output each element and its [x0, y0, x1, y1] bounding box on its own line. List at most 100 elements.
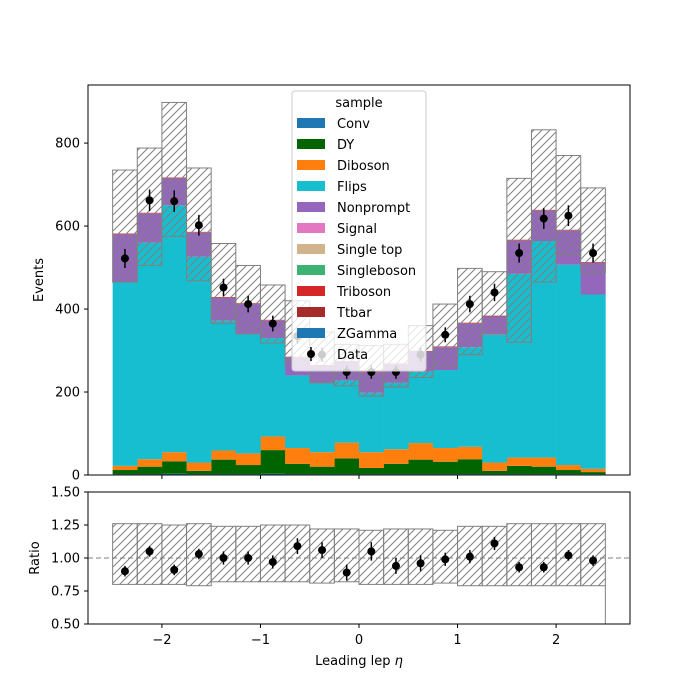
bar	[408, 459, 434, 475]
legend-swatch	[297, 118, 325, 128]
legend-swatch	[297, 328, 325, 338]
bar	[260, 436, 286, 451]
ratio-point	[293, 542, 302, 551]
bar	[285, 448, 311, 464]
legend-label: Signal	[337, 222, 377, 237]
legend-label: Diboson	[337, 159, 390, 174]
bar	[309, 452, 335, 467]
bar	[260, 338, 286, 437]
x-axis-label: Leading lep η	[315, 654, 403, 669]
ratio-point	[367, 547, 376, 556]
ratio-point	[441, 555, 450, 564]
legend-title: sample	[335, 96, 382, 111]
ratio-uncertainty-band	[112, 523, 606, 624]
x-tick-label: 0	[355, 633, 363, 648]
data-point	[120, 254, 129, 263]
legend-entry: Conv	[297, 117, 370, 132]
ratio-point	[515, 563, 524, 572]
legend-swatch	[297, 223, 325, 233]
legend-label: Ttbar	[336, 306, 372, 321]
ratio-y-tick-label: 1.25	[51, 519, 80, 534]
bar	[383, 382, 409, 450]
y-tick-label: 600	[55, 220, 80, 235]
bar	[334, 458, 360, 475]
bar	[309, 466, 335, 475]
ratio-uncertainty-bin	[506, 523, 532, 587]
bar	[580, 468, 606, 473]
bar	[432, 461, 458, 475]
bar	[482, 334, 508, 463]
ratio-panel: 0.50 0.75 1.00 1.25 1.50 −2 −1 0 1 2 Ratio Leadi…	[28, 486, 631, 669]
data-point	[244, 300, 253, 309]
legend-swatch	[297, 202, 325, 212]
data-point	[564, 211, 573, 220]
legend-marker	[307, 350, 315, 358]
uncertainty-bin	[161, 101, 188, 237]
bar	[211, 450, 237, 460]
bar	[457, 459, 483, 475]
y-tick-label: 800	[55, 137, 80, 152]
bar	[161, 452, 187, 462]
main-x-ticks	[161, 475, 557, 479]
uncertainty-bin	[530, 129, 557, 283]
data-point	[268, 319, 277, 328]
legend-entry: Ttbar	[297, 306, 372, 321]
data-point	[515, 249, 524, 258]
bar	[359, 467, 384, 475]
bar	[531, 457, 557, 467]
bar	[235, 465, 261, 475]
bar	[161, 461, 187, 474]
legend-swatch	[297, 265, 325, 275]
bar	[383, 449, 409, 464]
legend-entry-data: Data	[307, 347, 368, 363]
bar	[285, 375, 311, 449]
legend-label: DY	[337, 138, 354, 153]
ratio-point	[194, 550, 203, 559]
ratio-y-tick-label: 0.50	[51, 618, 80, 633]
ratio-uncertainty-bin	[530, 523, 557, 587]
bar	[309, 382, 335, 453]
ratio-uncertainty-bin	[358, 529, 385, 585]
bar	[432, 448, 458, 462]
data-point	[145, 196, 154, 205]
legend-entry: Single top	[297, 243, 402, 258]
ratio-uncertainty-bin	[383, 528, 409, 585]
legend-entry: Diboson	[297, 159, 390, 174]
bar	[432, 370, 458, 449]
bar	[556, 264, 582, 466]
uncertainty-bin	[259, 284, 286, 344]
ratio-point	[145, 547, 154, 556]
ratio-point	[318, 546, 327, 555]
bar	[408, 443, 434, 460]
bar	[482, 470, 508, 475]
bar	[506, 457, 532, 466]
data-point	[465, 300, 474, 309]
legend-swatch	[297, 160, 325, 170]
ratio-y-tick-label: 0.75	[51, 585, 80, 600]
y-tick-label: 0	[72, 469, 80, 484]
ratio-point	[465, 552, 474, 561]
bar	[359, 392, 384, 453]
bar	[457, 446, 483, 460]
ratio-y-ticks: 0.50 0.75 1.00 1.25 1.50	[51, 486, 88, 633]
ratio-points	[120, 536, 598, 581]
x-tick-label: −1	[251, 633, 270, 648]
uncertainty-bin	[481, 271, 508, 335]
legend-label: Single top	[337, 243, 402, 258]
legend-entry: Singleboson	[297, 264, 416, 279]
bar	[235, 333, 261, 454]
bar	[137, 242, 163, 460]
bar	[506, 465, 532, 475]
ratio-point	[268, 557, 277, 566]
ratio-y-tick-label: 1.50	[51, 486, 80, 501]
bar	[186, 462, 212, 471]
bar	[580, 294, 606, 469]
ratio-point	[589, 556, 598, 565]
bar	[186, 256, 212, 463]
legend-swatch	[297, 181, 325, 191]
bar	[408, 371, 434, 444]
y-tick-label: 200	[55, 386, 80, 401]
data-point	[441, 330, 450, 339]
ratio-point	[244, 554, 253, 562]
data-point	[194, 221, 203, 230]
